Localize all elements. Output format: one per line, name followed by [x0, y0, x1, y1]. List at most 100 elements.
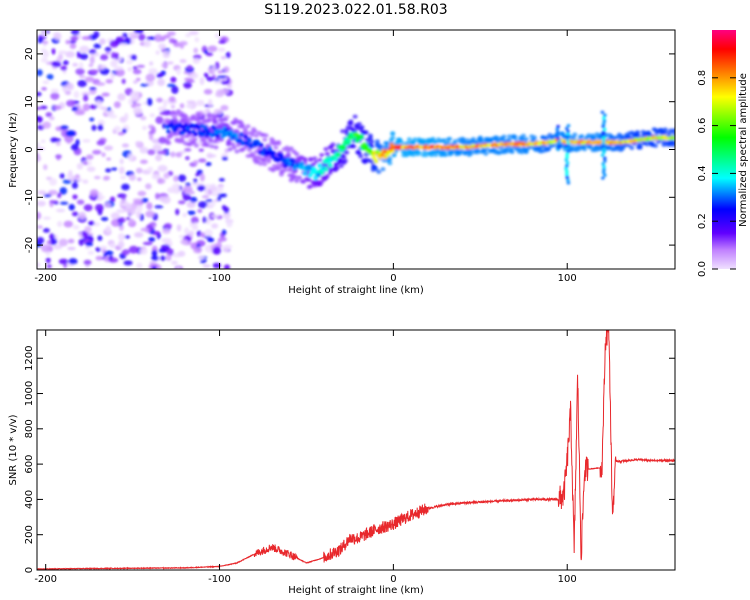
heatmap-cell	[40, 48, 47, 52]
heatmap-cell	[263, 133, 269, 138]
heatmap-cell	[266, 157, 272, 162]
heatmap-cell	[223, 66, 230, 73]
heatmap-cell	[209, 144, 215, 149]
heatmap-cell	[95, 247, 102, 252]
heatmap-cell	[207, 137, 213, 142]
heatmap-cell	[629, 146, 635, 151]
heatmap-cell	[509, 149, 515, 154]
heatmap-cell	[186, 79, 195, 83]
heatmap-cell	[218, 185, 224, 192]
heatmap-cell	[174, 111, 180, 116]
heatmap-cell	[470, 137, 476, 142]
heatmap-cell	[512, 134, 518, 139]
x-tick-label: -200	[34, 273, 57, 284]
heatmap-cell	[364, 144, 369, 149]
heatmap-cell	[259, 142, 264, 148]
heatmap-cell	[226, 221, 233, 228]
colorbar-gradient	[712, 30, 736, 269]
heatmap-cell	[211, 223, 219, 229]
heatmap-cell	[122, 128, 127, 134]
spectrogram-x-axis-label: Height of straight line (km)	[288, 285, 424, 296]
heatmap-cell	[247, 138, 252, 143]
heatmap-cell	[504, 147, 510, 152]
y-tick-label: 10	[24, 95, 35, 108]
heatmap-cell	[507, 138, 513, 143]
heatmap-cell	[217, 70, 224, 74]
heatmap-cell	[134, 232, 144, 238]
heatmap-cell	[373, 158, 379, 164]
heatmap-cell	[88, 49, 97, 54]
heatmap-cell	[602, 116, 606, 120]
heatmap-cell	[105, 168, 112, 173]
heatmap-cell	[197, 185, 206, 192]
heatmap-cell	[155, 50, 160, 55]
heatmap-cell	[285, 153, 291, 158]
heatmap-cell	[168, 96, 176, 103]
heatmap-cell	[147, 149, 156, 156]
heatmap-cell	[566, 129, 570, 133]
heatmap-cell	[468, 151, 474, 156]
heatmap-cell	[69, 43, 77, 49]
heatmap-cell	[572, 132, 578, 137]
heatmap-cell	[46, 73, 54, 80]
heatmap-cell	[37, 154, 41, 162]
heatmap-cell	[93, 222, 101, 227]
heatmap-cell	[149, 113, 155, 118]
heatmap-cell	[163, 223, 173, 229]
heatmap-cell	[323, 167, 329, 172]
heatmap-cell	[369, 144, 375, 149]
heatmap-cell	[179, 59, 187, 63]
heatmap-cell	[178, 200, 186, 205]
heatmap-cell	[108, 114, 118, 119]
heatmap-cell	[83, 259, 92, 266]
heatmap-cell	[101, 92, 110, 97]
heatmap-cell	[81, 35, 92, 41]
heatmap-cell	[162, 122, 167, 129]
heatmap-cell	[166, 83, 176, 88]
y-tick-label: 0	[24, 567, 35, 573]
heatmap-cell	[89, 104, 98, 110]
heatmap-cell	[110, 212, 120, 220]
heatmap-cell	[158, 43, 167, 50]
heatmap-cell	[170, 104, 176, 109]
heatmap-cell	[445, 141, 451, 146]
heatmap-cell	[299, 161, 305, 167]
heatmap-cell	[159, 255, 166, 261]
heatmap-cell	[565, 175, 569, 179]
colorbar-tick-label: 0.4	[697, 165, 708, 181]
heatmap-cell	[603, 113, 607, 117]
heatmap-cell	[182, 212, 187, 218]
heatmap-cell	[124, 235, 131, 239]
heatmap-cell	[523, 137, 529, 142]
heatmap-cell	[420, 138, 426, 143]
heatmap-cell	[184, 116, 190, 121]
heatmap-cell	[317, 158, 323, 163]
heatmap-cell	[555, 127, 560, 131]
heatmap-cell	[555, 130, 560, 134]
heatmap-cell	[121, 78, 126, 85]
heatmap-cell	[234, 149, 240, 154]
heatmap-cell	[206, 154, 217, 158]
heatmap-cell	[193, 132, 198, 137]
y-tick-label: 400	[24, 490, 35, 509]
heatmap-cell	[566, 124, 571, 128]
heatmap-cell	[157, 106, 167, 112]
heatmap-cell	[71, 211, 79, 217]
heatmap-cell	[140, 83, 149, 87]
heatmap-cell	[193, 222, 198, 229]
heatmap-cell	[140, 227, 150, 232]
heatmap-cell	[127, 67, 133, 72]
heatmap-cell	[294, 178, 300, 183]
heatmap-cell	[196, 101, 205, 107]
heatmap-cell	[37, 200, 46, 207]
heatmap-cell	[94, 203, 104, 212]
heatmap-cell	[351, 144, 357, 149]
heatmap-cell	[644, 142, 650, 147]
heatmap-cell	[166, 248, 174, 256]
heatmap-cell	[89, 189, 99, 197]
heatmap-cell	[223, 211, 231, 220]
heatmap-cell	[602, 165, 606, 169]
heatmap-cell	[72, 225, 80, 230]
heatmap-cell	[205, 52, 214, 57]
